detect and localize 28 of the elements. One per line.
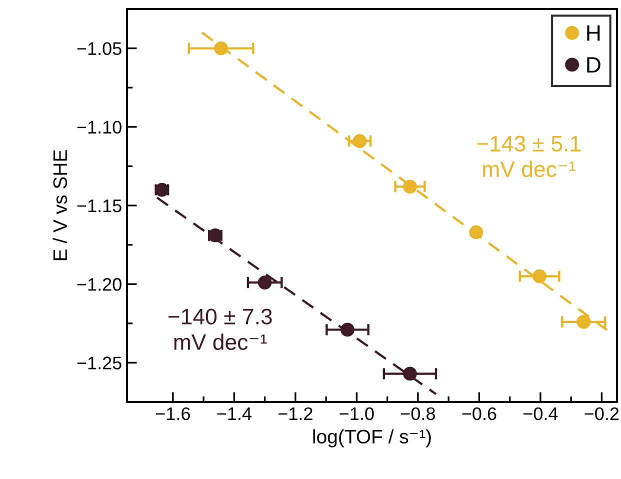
annotation: −140 ± 7.3 mV dec⁻¹ (168, 308, 272, 350)
point (214, 41, 228, 56)
legend-label: D (587, 57, 600, 72)
y-tick-label: −1.10 (77, 120, 122, 134)
x-tick-label: −0.8 (401, 407, 435, 420)
y-tick-label: −1.20 (77, 278, 122, 291)
y-tick-label: −1.15 (77, 200, 122, 212)
point (403, 180, 417, 194)
point (532, 269, 546, 284)
point (576, 314, 591, 329)
y-tick-label: −1.25 (77, 356, 122, 370)
y-tick-label: −1.05 (77, 42, 122, 56)
legend-label: H (587, 25, 600, 41)
x-tick-label: −1.6 (156, 407, 190, 420)
x-tick-label: −1.4 (217, 408, 252, 420)
point (403, 366, 417, 381)
x-tick-label: −0.2 (584, 407, 619, 420)
annotation: −143 ± 5.1 mV dec⁻¹ (477, 136, 580, 178)
point (469, 225, 484, 240)
point (258, 276, 272, 290)
x-axis-title: log(TOF / s⁻¹) (313, 429, 431, 448)
point (340, 322, 354, 337)
x-tick-label: −1.0 (340, 407, 374, 420)
y-axis-title: E / V vs SHE (52, 150, 68, 260)
x-tick-label: −0.4 (524, 407, 558, 420)
x-tick-label: −0.6 (462, 407, 496, 420)
point (352, 134, 367, 148)
x-tick-label: −1.2 (278, 407, 312, 420)
